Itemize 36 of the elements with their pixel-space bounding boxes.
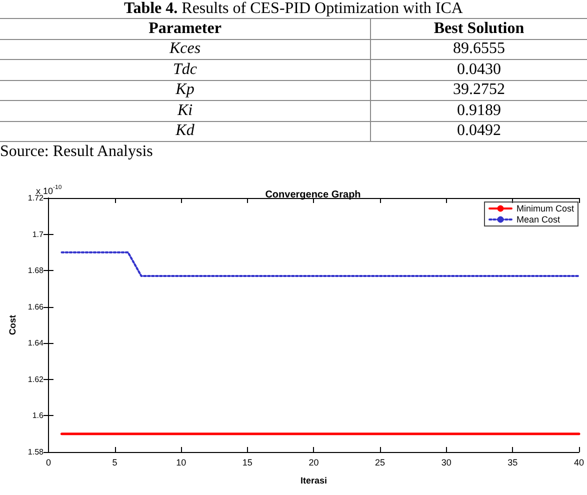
text: Table 4. Results of CES-PID Optimization with ICA bbox=[123, 0, 464, 18]
x-tick-label: 0 bbox=[46, 458, 51, 468]
y-tick-label: 1.58 bbox=[28, 448, 44, 456]
x-tick-label: 15 bbox=[242, 458, 252, 468]
text: 89.6555 bbox=[370, 39, 587, 60]
x-tick-label: 35 bbox=[508, 458, 518, 468]
source-note: Source: Result Analysis bbox=[0, 142, 154, 162]
text: Best Solution bbox=[370, 18, 587, 39]
text: Kp bbox=[0, 80, 370, 100]
y-tick-label: 1.7 bbox=[32, 230, 44, 239]
x-tick-label: 25 bbox=[375, 458, 386, 468]
text: 0.9189 bbox=[370, 100, 587, 121]
text: 39.2752 bbox=[370, 80, 587, 100]
y-tick-label: 1.72 bbox=[28, 194, 44, 202]
text: Kces bbox=[0, 39, 370, 60]
text: 0.0492 bbox=[370, 121, 587, 142]
y-axis-title: Cost bbox=[8, 315, 18, 335]
y-tick-label: 1.64 bbox=[28, 338, 44, 348]
y-tick-label: 1.68 bbox=[28, 266, 44, 276]
text: Ki bbox=[0, 100, 370, 121]
x-axis-title: Iterasi bbox=[300, 476, 327, 486]
text: Tdc bbox=[0, 60, 370, 80]
x-tick-label: 5 bbox=[112, 458, 118, 468]
y-tick-label: 1.6 bbox=[32, 411, 44, 420]
x-tick-label: 40 bbox=[574, 458, 584, 468]
y-tick-label: 1.62 bbox=[28, 374, 44, 384]
legend-label: Minimum Cost bbox=[516, 204, 574, 214]
x-tick-label: 20 bbox=[308, 458, 319, 468]
chart-title: Convergence Graph bbox=[265, 190, 361, 200]
text: Kd bbox=[0, 121, 370, 142]
y-tick-label: 1.66 bbox=[28, 302, 44, 312]
text: Parameter bbox=[0, 18, 370, 39]
x-tick-label: 10 bbox=[176, 458, 186, 468]
text: 0.0430 bbox=[370, 60, 587, 80]
x-tick-label: 30 bbox=[441, 458, 452, 468]
legend-label: Mean Cost bbox=[516, 214, 561, 224]
